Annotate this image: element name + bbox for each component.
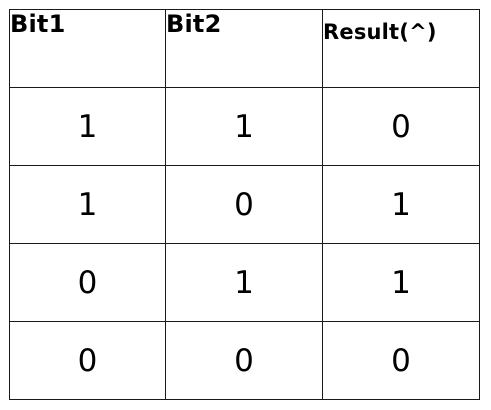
cell-bit2: 1 [165, 243, 323, 322]
cell-bit1: 1 [9, 87, 166, 166]
header-bit1: Bit1 [9, 9, 166, 88]
cell-bit2: 0 [165, 321, 323, 400]
cell-bit2: 0 [165, 165, 323, 244]
cell-result: 1 [322, 243, 480, 322]
cell-result: 1 [322, 165, 480, 244]
cell-bit1: 0 [9, 243, 166, 322]
table-row: 0 0 0 [9, 321, 480, 400]
table-row: 1 0 1 [9, 165, 480, 244]
cell-bit1: 1 [9, 165, 166, 244]
cell-result: 0 [322, 321, 480, 400]
table-row: 1 1 0 [9, 87, 480, 166]
header-bit2: Bit2 [165, 9, 323, 88]
xor-truth-table: Bit1 Bit2 Result(^) 1 1 0 1 0 1 0 1 1 0 … [9, 9, 480, 400]
cell-bit1: 0 [9, 321, 166, 400]
cell-result: 0 [322, 87, 480, 166]
header-result: Result(^) [322, 9, 480, 88]
table-row: 0 1 1 [9, 243, 480, 322]
cell-bit2: 1 [165, 87, 323, 166]
table-header-row: Bit1 Bit2 Result(^) [9, 9, 480, 88]
